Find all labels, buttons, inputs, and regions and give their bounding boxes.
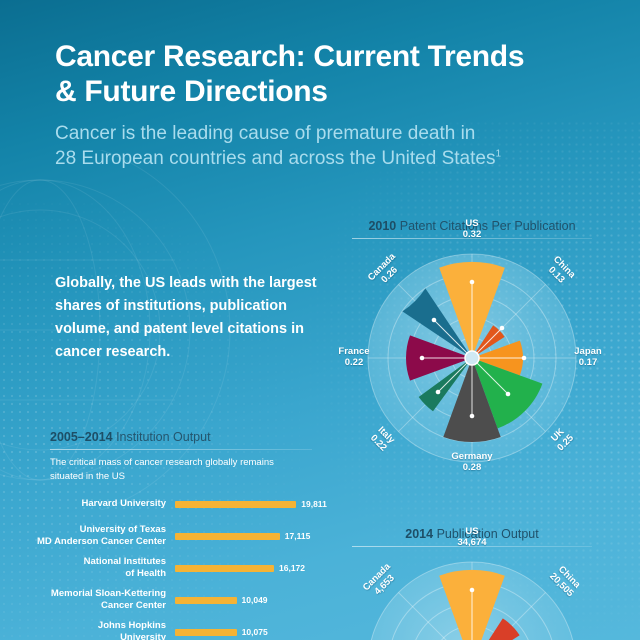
bar-value: 19,811 (301, 499, 327, 509)
bar-row: National Institutes of Health 16,172 (30, 554, 340, 582)
bar-label-line: Harvard University (81, 498, 166, 510)
bar-row: Harvard University 19,811 (30, 490, 340, 518)
radial-value-france: 0.22 (344, 357, 364, 369)
section-year-institution: 2005–2014 (50, 430, 113, 444)
radial-label-us-name: US (465, 218, 479, 229)
section-divider-institution (50, 449, 312, 450)
header: Cancer Research: Current Trends & Future… (55, 40, 615, 171)
section-year-publication: 2014 (405, 527, 434, 541)
bar-label: Johns Hopkins University (30, 620, 175, 640)
footnote-marker: 1 (495, 148, 502, 160)
bar-value: 16,172 (279, 563, 305, 573)
radial-chart-publication-svg (370, 561, 574, 640)
bar-track: 17,115 (175, 522, 340, 550)
bar-value: 10,049 (241, 595, 268, 605)
chart-leader-dots (419, 279, 527, 419)
bar-label: University of Texas MD Anderson Cancer C… (30, 524, 175, 547)
radial-label-pub-us: US 34,674 (442, 526, 502, 549)
radial-label-pub-us-name: US (465, 526, 479, 537)
chart-leader-lines (422, 282, 524, 416)
page-subtitle-line-1: Cancer is the leading cause of premature… (55, 123, 476, 144)
section-label-publication: Publication Output (436, 527, 539, 541)
section-year-patent: 2010 (368, 219, 397, 233)
radial-value-japan: 0.17 (578, 357, 598, 369)
bar-label-line: University of Texas (79, 524, 166, 536)
bar-track: 10,049 (175, 586, 340, 614)
page-title: Cancer Research: Current Trends & Future… (55, 40, 615, 109)
bar-fill (175, 596, 237, 604)
bar-label-line: University (120, 632, 166, 640)
bar-label-line: Cancer Center (101, 600, 166, 611)
radial-label-japan: Japan 0.17 (565, 346, 611, 369)
bar-track: 10,075 (175, 618, 340, 640)
radial-chart-patent-svg (367, 253, 577, 463)
radial-value-germany: 0.28 (462, 462, 482, 474)
section-divider-publication (352, 546, 592, 547)
bar-label-line: Memorial Sloan-Kettering (50, 588, 166, 600)
page-title-line-2: & Future Directions (55, 74, 328, 108)
bar-value: 10,075 (241, 627, 268, 637)
page-title-line-1: Cancer Research: Current Trends (55, 40, 525, 73)
bar-label: Harvard University (30, 498, 175, 510)
radial-value-pub-us: 34,674 (457, 537, 487, 549)
bar-track: 16,172 (175, 554, 340, 582)
radial-value-us: 0.32 (462, 229, 482, 241)
bar-row: Memorial Sloan-Kettering Cancer Center 1… (30, 586, 340, 614)
radial-label-france-name: France (338, 346, 370, 357)
bar-label: Memorial Sloan-Kettering Cancer Center (30, 588, 175, 611)
bar-row: Johns Hopkins University 10,075 (30, 618, 340, 640)
radial-label-japan-name: Japan (574, 346, 602, 357)
bar-fill (175, 532, 280, 540)
bar-label-line: MD Anderson Cancer Center (37, 536, 166, 547)
page-subtitle: Cancer is the leading cause of premature… (55, 121, 615, 171)
radial-label-france: France 0.22 (330, 346, 378, 369)
institution-bar-chart: Harvard University 19,811 University of … (30, 490, 340, 640)
radial-label-us: US 0.32 (447, 218, 497, 241)
institution-subtitle: The critical mass of cancer research glo… (50, 457, 274, 482)
bar-track: 19,811 (175, 490, 340, 518)
chart-hub (464, 350, 480, 366)
bar-label: National Institutes of Health (30, 556, 175, 579)
page-subtitle-line-2: 28 European countries and across the Uni… (55, 148, 496, 170)
bar-fill (175, 500, 297, 508)
bar-label-line: Johns Hopkins (97, 620, 166, 632)
section-label-patent: Patent Citations Per Publication (399, 219, 576, 233)
section-heading-institution-output: 2005–2014 Institution Output (50, 430, 312, 450)
section-divider-patent (352, 238, 592, 239)
wedge-china (488, 618, 520, 640)
bar-fill (175, 628, 237, 636)
radial-chart-patent-citations: US 0.32 China 0.13 Japan 0.17 UK 0.25 Ge… (338, 218, 601, 478)
bar-fill (175, 564, 274, 572)
bar-row: University of Texas MD Anderson Cancer C… (30, 522, 340, 550)
bar-value: 17,115 (284, 531, 311, 541)
section-label-institution: Institution Output (116, 430, 211, 444)
radial-label-germany: Germany 0.28 (442, 451, 502, 474)
radial-chart-publication-output: US 34,674 China 20,505 Canada 4,653 (352, 526, 592, 640)
chart-leader-dot (469, 587, 475, 593)
section-heading-publication-output: 2014 Publication Output (352, 527, 592, 547)
section-heading-patent-citations: 2010 Patent Citations Per Publication (352, 219, 592, 239)
lead-paragraph: Globally, the US leads with the largest … (55, 275, 317, 360)
bar-label-line: of Health (125, 568, 166, 579)
radial-label-germany-name: Germany (451, 451, 493, 462)
bar-label-line: National Institutes (83, 556, 166, 568)
